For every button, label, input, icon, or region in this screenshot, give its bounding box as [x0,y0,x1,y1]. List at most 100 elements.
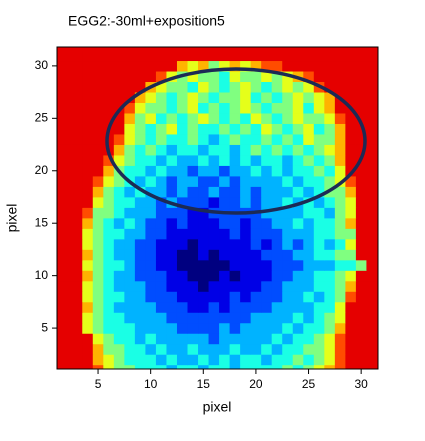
heatmap-cell [57,259,62,271]
heatmap-cell [219,165,231,177]
heatmap-cell [366,343,378,355]
heatmap-cell [292,155,304,166]
heatmap-cell [366,291,378,303]
heatmap-cell [124,301,136,313]
heatmap-cell [71,196,83,208]
heatmap-cell [103,354,115,366]
heatmap-cell [103,312,115,324]
x-axis-label: pixel [203,399,232,415]
heatmap-cell [134,259,146,271]
heatmap-cell [124,343,136,355]
heatmap-cell [292,196,304,208]
heatmap-cell [313,134,325,145]
heatmap-cell [334,249,346,261]
heatmap-cell [292,238,304,250]
heatmap-cell [324,238,336,250]
heatmap-cell [145,165,157,177]
heatmap-cell [334,280,346,292]
heatmap-cell [366,92,378,103]
heatmap-cell [92,364,104,369]
heatmap-cell [92,291,104,303]
heatmap-cell [198,196,209,208]
heatmap-cell [82,186,94,198]
heatmap-cell [82,312,94,324]
heatmap-cell [166,92,178,103]
heatmap-cell [61,123,73,135]
heatmap-cell [334,322,346,334]
heatmap-cell [166,343,178,355]
heatmap-cell [303,217,315,229]
heatmap-cell [324,165,336,177]
heatmap-cell [187,196,199,208]
heatmap-cell [292,186,304,198]
heatmap-cell [303,322,315,334]
heatmap-cell [124,196,136,208]
heatmap-cell [176,196,188,208]
heatmap-cell [113,270,125,282]
heatmap-cell [303,343,315,355]
heatmap-cell [355,354,367,366]
heatmap-cell [271,228,283,240]
heatmap-cell [292,81,304,93]
heatmap-cell [71,102,83,114]
heatmap-cell [240,217,252,229]
heatmap-cell [103,259,115,271]
heatmap-cell [82,176,94,187]
heatmap-cell [155,155,167,166]
heatmap-cell [303,123,315,135]
heatmap-cell [292,291,304,303]
heatmap-cell [166,354,178,366]
heatmap-cell [303,207,315,219]
heatmap-cell [92,343,104,355]
heatmap-cell [324,270,336,282]
heatmap-cell [303,291,315,303]
heatmap-cell [208,280,220,292]
heatmap-cell [176,92,188,103]
heatmap-cell [366,207,378,219]
heatmap-cell [198,364,209,369]
heatmap-cell [355,259,367,271]
heatmap-cell [261,343,273,355]
heatmap-cell [187,270,199,282]
heatmap-cell [250,301,262,313]
heatmap-cell [250,71,262,83]
heatmap-cell [250,364,262,369]
heatmap-cell [208,134,220,145]
heatmap-cell [166,280,178,292]
heatmap-cell [166,165,178,177]
heatmap-cell [92,71,104,83]
heatmap-cell [176,270,188,282]
heatmap-cell [303,280,315,292]
heatmap-cell [61,60,73,72]
heatmap-cell [219,301,231,313]
heatmap-cell [355,50,367,62]
heatmap-cell [145,270,157,282]
heatmap-cell [166,176,178,187]
heatmap-cell [71,207,83,219]
heatmap-cell [187,354,199,366]
heatmap-cell [71,249,83,261]
heatmap-cell [57,102,62,114]
heatmap-cell [324,123,336,135]
heatmap-cell [176,50,188,62]
heatmap-cell [229,134,241,145]
heatmap-cell [345,333,357,345]
heatmap-cell [187,60,199,72]
heatmap-cell [261,312,273,324]
heatmap-cell [198,354,209,366]
heatmap-cell [134,228,146,240]
heatmap-cell [113,343,125,355]
heatmap-cell [103,113,115,124]
heatmap-cell [57,71,62,83]
heatmap-cell [198,186,209,198]
heatmap-cell [250,270,262,282]
heatmap-cell [145,333,157,345]
heatmap-cell [57,228,62,240]
heatmap-cell [303,270,315,282]
heatmap-cell [240,270,252,282]
heatmap-cell [113,60,125,72]
heatmap-cell [71,217,83,229]
heatmap-cell [240,343,252,355]
heatmap-cell [240,259,252,271]
heatmap-cell [345,92,357,103]
